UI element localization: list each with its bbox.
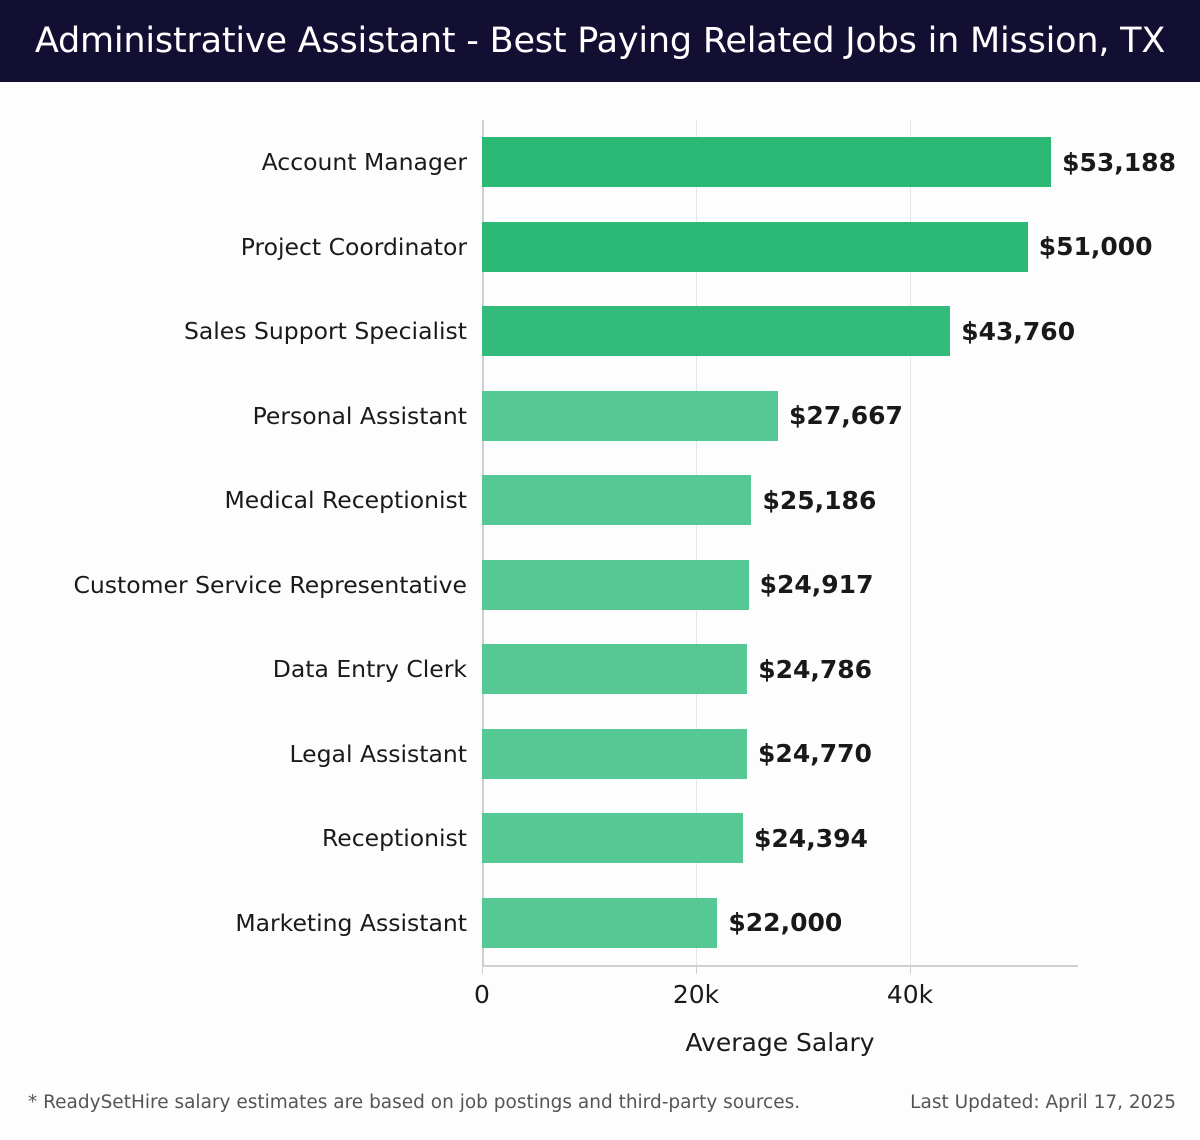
- bar-value-label: $53,188: [1062, 147, 1176, 177]
- bar-value-label: $22,000: [728, 908, 843, 937]
- bar-row[interactable]: $53,188: [482, 120, 1176, 205]
- bar[interactable]: [482, 559, 749, 610]
- bar-value-label: $24,770: [758, 739, 872, 768]
- tick-mark-20k: [696, 965, 698, 974]
- tick-mark-0: [482, 965, 484, 974]
- category-label: Medical Receptionist: [224, 486, 467, 514]
- category-label: Personal Assistant: [252, 401, 467, 430]
- bar-row[interactable]: $25,186: [482, 458, 1078, 543]
- last-updated-text: Last Updated: April 17, 2025: [910, 1092, 1176, 1113]
- x-axis-line: [482, 965, 1078, 967]
- tick-mark-40k: [910, 965, 912, 974]
- x-tick-label: 40k: [886, 980, 934, 1009]
- bar-row[interactable]: $27,667: [482, 374, 1078, 459]
- footnote-text: * ReadySetHire salary estimates are base…: [28, 1092, 801, 1113]
- category-label-row: Account Manager: [0, 120, 467, 205]
- category-label: Account Manager: [261, 148, 467, 176]
- bars-plot-area: $53,188 $51,000 $43,760 $27,667 $25,186 $24,9…: [482, 120, 1176, 966]
- bar[interactable]: [482, 897, 718, 948]
- chart-footer: * ReadySetHire salary estimates are base…: [0, 1092, 1200, 1140]
- bar-value-label: $25,186: [762, 485, 877, 515]
- bar[interactable]: [482, 390, 779, 441]
- category-label: Marketing Assistant: [235, 908, 467, 937]
- category-label-row: Customer Service Representative: [0, 543, 467, 628]
- category-label-row: Data Entry Clerk: [0, 627, 467, 712]
- category-label: Receptionist: [321, 824, 467, 852]
- bar-value-label: $27,667: [789, 401, 903, 430]
- category-label-row: Marketing Assistant: [0, 881, 467, 966]
- bar-value-label: $51,000: [1038, 232, 1153, 261]
- bar-row[interactable]: $24,917: [482, 543, 1078, 628]
- bar-row[interactable]: $24,770: [482, 712, 1078, 797]
- category-label: Legal Assistant: [289, 739, 467, 768]
- bar-value-label: $24,394: [754, 823, 868, 853]
- category-label: Sales Support Specialist: [183, 317, 467, 345]
- category-label-row: Medical Receptionist: [0, 458, 467, 543]
- chart-canvas: Account Manager Project Coordinator Sales …: [0, 82, 1200, 1060]
- bar[interactable]: [482, 813, 744, 863]
- gridline-x-40k: [910, 120, 911, 965]
- x-tick-label: 20k: [672, 980, 720, 1009]
- bar-row[interactable]: $24,394: [482, 796, 1078, 881]
- category-label: Customer Service Representative: [73, 570, 467, 599]
- bar-row[interactable]: $22,000: [482, 881, 1078, 966]
- bar[interactable]: [482, 221, 1028, 272]
- category-label-row: Receptionist: [0, 796, 467, 881]
- y-axis-category-labels: Account Manager Project Coordinator Sales …: [0, 120, 467, 965]
- page-title: Administrative Assistant - Best Paying R…: [34, 21, 1166, 61]
- bar[interactable]: [482, 644, 748, 694]
- x-tick-label: 0: [474, 980, 490, 1009]
- category-label-row: Personal Assistant: [0, 374, 467, 459]
- bar[interactable]: [482, 137, 1052, 187]
- bar[interactable]: [482, 728, 748, 779]
- category-label-row: Legal Assistant: [0, 712, 467, 797]
- gridline-x-20k: [696, 120, 697, 965]
- bar-value-label: $43,760: [961, 316, 1076, 346]
- bar-value-label: $24,786: [758, 654, 873, 684]
- chart-title-bar: Administrative Assistant - Best Paying R…: [0, 0, 1200, 82]
- bar[interactable]: [482, 475, 752, 525]
- bar-value-label: $24,917: [759, 570, 874, 599]
- bar-row[interactable]: $43,760: [482, 289, 1078, 374]
- bar[interactable]: [482, 306, 951, 356]
- y-axis-line: [482, 120, 484, 965]
- category-label-row: Project Coordinator: [0, 205, 467, 290]
- category-label: Data Entry Clerk: [272, 655, 467, 683]
- x-axis-title: Average Salary: [685, 1028, 875, 1057]
- bar-row[interactable]: $51,000: [482, 205, 1153, 290]
- category-label-row: Sales Support Specialist: [0, 289, 467, 374]
- bar-row[interactable]: $24,786: [482, 627, 1078, 712]
- category-label: Project Coordinator: [240, 232, 467, 261]
